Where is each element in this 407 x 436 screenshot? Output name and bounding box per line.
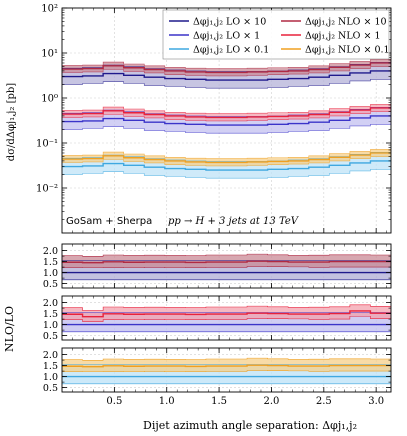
x-tick-label: 1.5 bbox=[211, 396, 227, 407]
y-tick-label: 10² bbox=[41, 4, 58, 15]
ratio-line-nlo10 bbox=[62, 260, 391, 264]
legend-label-nlo01: Δφj₁,j₂ NLO × 0.1 bbox=[305, 45, 390, 56]
band-edge-low-lo1 bbox=[62, 124, 391, 134]
legend-label-lo10: Δφj₁,j₂ LO × 10 bbox=[193, 17, 266, 28]
band-edge-low-lo10 bbox=[62, 79, 391, 89]
band-edge-high-lo01 bbox=[62, 152, 391, 162]
line-nlo1 bbox=[62, 107, 391, 119]
band-edge-low-lo01 bbox=[62, 169, 391, 179]
annotation-process: pp → H + 3 jets at 13 TeV bbox=[168, 216, 300, 227]
y-tick-label: 2.0 bbox=[43, 298, 58, 309]
legend-box bbox=[162, 9, 390, 60]
x-tick-label: 1.0 bbox=[159, 396, 175, 407]
y-tick-label: 1.0 bbox=[43, 268, 58, 279]
y-tick-label: 10⁻¹ bbox=[36, 139, 58, 150]
panel-frame bbox=[61, 7, 392, 234]
band-edge-high-nlo1 bbox=[62, 104, 391, 114]
line-lo10 bbox=[62, 70, 391, 81]
line-lo1 bbox=[62, 115, 391, 126]
y-tick-label: 1.5 bbox=[43, 361, 58, 372]
panel-frame bbox=[61, 295, 392, 341]
ratio-line-nlo1 bbox=[62, 310, 391, 318]
x-axis-label: Dijet azimuth angle separation: Δφj₁,j₂ bbox=[143, 419, 357, 432]
ratio-band-edge-low-nlo1 bbox=[62, 315, 391, 322]
band-edge-high-lo10 bbox=[62, 62, 391, 72]
panel-frame bbox=[61, 347, 392, 393]
legend-label-nlo1: Δφj₁,j₂ NLO × 1 bbox=[305, 31, 381, 42]
legend-label-lo01: Δφj₁,j₂ LO × 0.1 bbox=[193, 45, 269, 56]
series-lines-layer bbox=[62, 59, 391, 385]
ratio-band-edge-high-nlo1 bbox=[62, 304, 391, 311]
y-tick-label: 1.5 bbox=[43, 257, 58, 268]
line-nlo01 bbox=[62, 152, 391, 164]
y-tick-label: 2.0 bbox=[43, 350, 58, 361]
x-tick-label: 0.5 bbox=[106, 396, 122, 407]
ratio-band-nlo01 bbox=[62, 358, 391, 372]
band-edge-high-lo1 bbox=[62, 107, 391, 117]
x-tick-label: 2.0 bbox=[263, 396, 279, 407]
y-tick-label: 1.0 bbox=[43, 372, 58, 383]
ratio-band-edge-high-nlo01 bbox=[62, 357, 391, 361]
y-tick-label: 1.0 bbox=[43, 320, 58, 331]
ratio-line-nlo01 bbox=[62, 364, 391, 368]
uncertainty-bands-layer bbox=[62, 59, 391, 384]
ratio-band-nlo10 bbox=[62, 254, 391, 268]
y-tick-label: 0.5 bbox=[43, 331, 58, 342]
ratio-band-edge-low-nlo10 bbox=[62, 266, 391, 269]
band-edge-low-nlo01 bbox=[62, 156, 391, 167]
panel-frame bbox=[61, 243, 392, 289]
y-tick-label: 0.5 bbox=[43, 383, 58, 394]
ratio-axis-label: NLO/LO bbox=[3, 306, 16, 352]
legend: Δφj₁,j₂ LO × 10 Δφj₁,j₂ NLO × 10 Δφj₁,j₂ L… bbox=[162, 9, 390, 60]
line-lo01 bbox=[62, 160, 391, 171]
ratio-band-edge-low-nlo01 bbox=[62, 370, 391, 373]
text-layer: GoSam + Sherpa pp → H + 3 jets at 13 TeV… bbox=[3, 83, 357, 432]
ratio-band-edge-high-nlo10 bbox=[62, 253, 391, 257]
y-tick-label: 10⁰ bbox=[41, 94, 58, 105]
x-tick-label: 3.0 bbox=[368, 396, 384, 407]
y-tick-label: 0.5 bbox=[43, 279, 58, 290]
legend-label-nlo10: Δφj₁,j₂ NLO × 10 bbox=[305, 17, 387, 28]
y-tick-label: 10⁻² bbox=[36, 184, 58, 195]
band-edge-low-nlo1 bbox=[62, 111, 391, 122]
y-axis-label: dσ/dΔφj₁,j₂ [pb] bbox=[6, 83, 17, 162]
ratio-band-nlo1 bbox=[62, 304, 391, 322]
band-edge-low-nlo10 bbox=[62, 66, 391, 77]
line-nlo10 bbox=[62, 62, 391, 74]
legend-label-lo1: Δφj₁,j₂ LO × 1 bbox=[193, 31, 260, 42]
x-tick-label: 2.5 bbox=[316, 396, 332, 407]
y-tick-label: 10¹ bbox=[41, 49, 58, 60]
y-tick-label: 2.0 bbox=[43, 246, 58, 257]
y-tick-label: 1.5 bbox=[43, 309, 58, 320]
axes-layer: 10⁻²10⁻¹10⁰10¹10²0.51.01.52.00.51.01.52.… bbox=[36, 4, 392, 407]
annotation-generator: GoSam + Sherpa bbox=[66, 216, 152, 227]
band-edge-high-nlo01 bbox=[62, 149, 391, 159]
band-edge-high-nlo10 bbox=[62, 59, 391, 69]
